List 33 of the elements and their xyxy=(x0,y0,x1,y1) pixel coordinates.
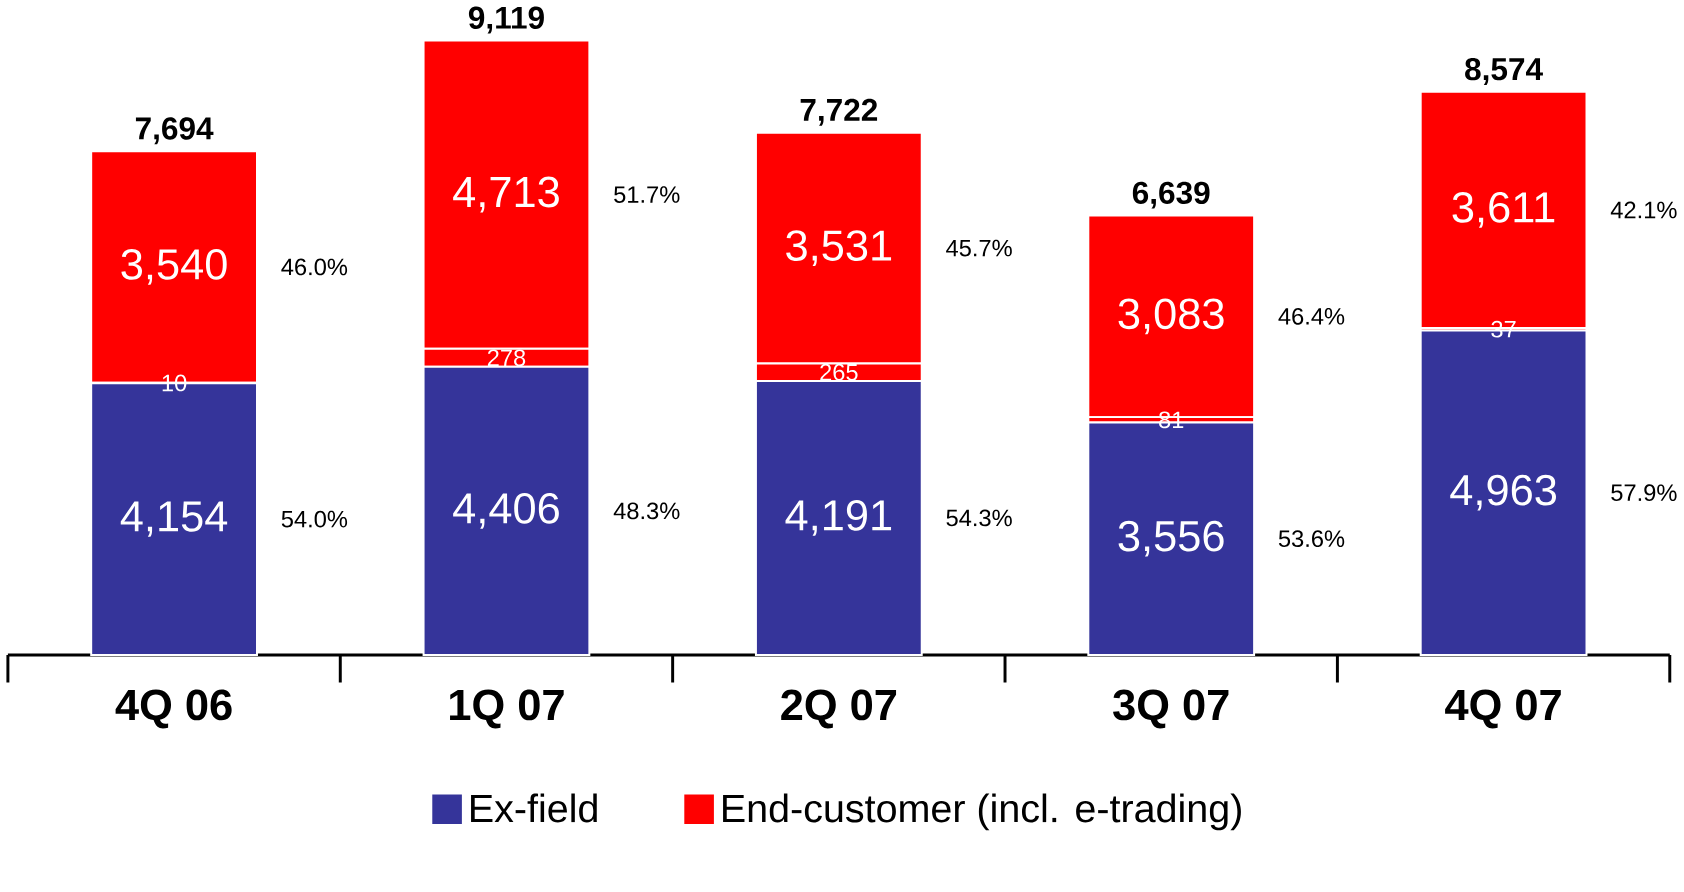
data-label: 4,713 xyxy=(453,176,559,213)
annotation: 45.7% xyxy=(946,239,1012,257)
annotation: 7,694 xyxy=(135,117,214,145)
annotation: 57.9% xyxy=(1611,484,1677,502)
data-label: 4,191 xyxy=(785,500,892,536)
annotation: 48.3% xyxy=(613,502,680,520)
annotation: 42.1% xyxy=(1610,201,1677,219)
data-label: 3,611 xyxy=(1452,192,1555,228)
data-label: 4,963 xyxy=(1450,474,1557,511)
annotation: 7,722 xyxy=(800,98,878,126)
x-tick-label: 4Q 07 xyxy=(1445,689,1561,729)
text: 9,119 xyxy=(468,6,544,34)
x-tick-label: 1Q 07 xyxy=(450,689,564,729)
data-label: 3,531 xyxy=(786,230,892,267)
annotation: 46.4% xyxy=(1278,308,1345,325)
annotation: 6,639 xyxy=(1132,181,1210,209)
data-label: 3,540 xyxy=(121,249,227,285)
annotation: 54.3% xyxy=(946,509,1012,527)
x-tick-label: 4Q 06 xyxy=(115,689,232,729)
x-tick-label: 3Q 07 xyxy=(1113,689,1229,729)
data-label: 4,154 xyxy=(120,501,228,537)
legend-label: End-customer (incl. e-trading) xyxy=(723,793,1241,831)
annotation: 51.7% xyxy=(614,186,680,203)
annotation: 46.0% xyxy=(281,258,348,276)
data-label: 3,556 xyxy=(1118,520,1224,557)
data-label: 278 xyxy=(487,349,526,367)
annotation: 54.0% xyxy=(281,510,348,528)
data-label: 3,083 xyxy=(1118,298,1224,335)
annotation: 53.6% xyxy=(1278,530,1345,548)
x-tick-label: 2Q 07 xyxy=(781,689,897,729)
data-label: 4,406 xyxy=(453,493,559,529)
legend-label: Ex-field xyxy=(471,793,597,823)
annotation: 8,574 xyxy=(1465,58,1543,86)
